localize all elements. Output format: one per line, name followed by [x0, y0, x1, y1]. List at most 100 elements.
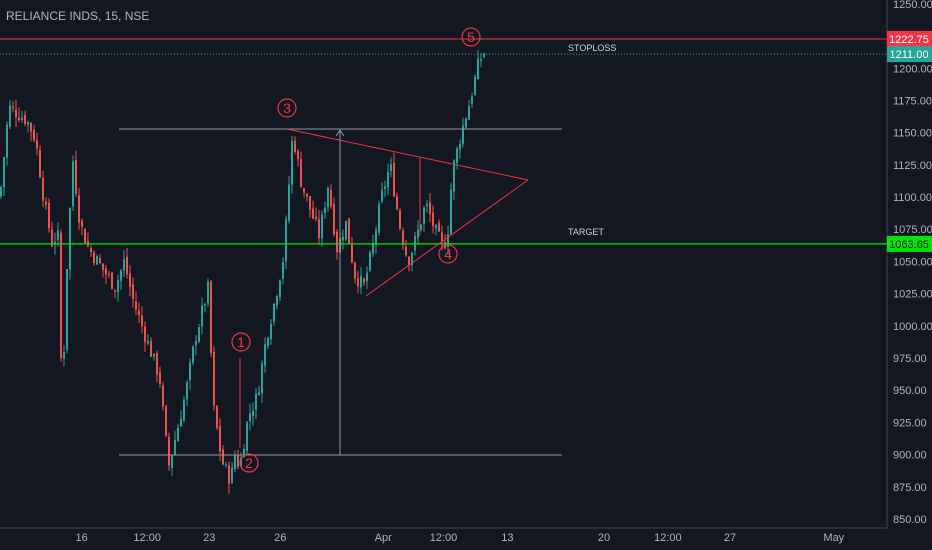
candle-body	[36, 140, 38, 149]
candle-body	[78, 195, 80, 223]
candle-body	[354, 262, 356, 279]
candle-body	[471, 96, 473, 104]
price-tick-label: 925.00	[893, 417, 927, 429]
price-scale[interactable]	[887, 0, 932, 528]
wave-2-label: 2	[245, 455, 253, 471]
candle-body	[303, 188, 305, 193]
candle-body	[390, 164, 392, 171]
triangle-drawing[interactable]	[239, 128, 529, 448]
price-tick-label: 1075.00	[893, 224, 932, 236]
candle-body	[174, 440, 176, 455]
candle-body	[300, 159, 302, 187]
triangle-upper-line[interactable]	[286, 128, 529, 181]
candle-body	[282, 262, 284, 279]
candle-body	[123, 259, 125, 271]
candle-body	[372, 243, 374, 254]
candle-body	[135, 301, 137, 310]
candle-body	[75, 160, 77, 194]
candle-body	[351, 243, 353, 263]
candle-body	[192, 346, 194, 363]
candle-body	[294, 140, 296, 152]
candle-body	[12, 107, 14, 108]
time-tick-label: 12:00	[654, 532, 682, 544]
candle-body	[258, 392, 260, 395]
candle-body	[426, 203, 428, 206]
candle-body	[243, 449, 245, 458]
candle-body	[177, 427, 179, 442]
candles	[0, 50, 485, 494]
price-tick-label: 975.00	[893, 353, 927, 365]
candle-body	[165, 405, 167, 436]
target-price-tag	[887, 235, 932, 252]
candle-body	[183, 399, 185, 420]
time-tick-label: 23	[203, 532, 215, 544]
candle-body	[240, 457, 242, 467]
candle-body	[93, 252, 95, 263]
candle-body	[138, 310, 140, 315]
candle-body	[252, 411, 254, 416]
candle-body	[156, 353, 158, 375]
candle-body	[15, 109, 17, 117]
candle-body	[375, 230, 377, 245]
candle-body	[231, 467, 233, 484]
candle-body	[99, 258, 101, 263]
candle-body	[180, 418, 182, 427]
candle-body	[3, 157, 5, 187]
candle-body	[429, 202, 431, 215]
candle-body	[255, 393, 257, 410]
candle-body	[306, 193, 308, 197]
candle-body	[477, 58, 479, 79]
candle-body	[27, 122, 29, 125]
candle-body	[201, 305, 203, 327]
price-tick-label: 1125.00	[893, 160, 932, 172]
candle-body	[447, 234, 449, 247]
candle-body	[42, 178, 44, 201]
time-tick-label: 12:00	[430, 532, 458, 544]
time-scale-ticks: 16 12:00 23 26 Apr 12:00 13 20 12:00 27 May	[75, 532, 844, 544]
candle-body	[225, 464, 227, 466]
candle-body	[438, 222, 440, 232]
range-drawings[interactable]	[119, 128, 562, 456]
target-price-text: 1063.65	[889, 239, 929, 251]
candle-body	[483, 53, 485, 57]
wave-1-label: 1	[237, 334, 245, 350]
wave-5-circle	[461, 27, 481, 47]
candle-body	[48, 203, 50, 229]
candle-body	[279, 280, 281, 298]
candle-body	[0, 187, 2, 197]
candle-body	[39, 149, 41, 178]
price-tick-label: 1000.00	[893, 321, 932, 333]
candle-body	[357, 278, 359, 287]
triangle-lower-line[interactable]	[365, 179, 529, 297]
wave-2-circle	[239, 453, 259, 473]
candle-body	[285, 219, 287, 262]
time-tick-label: 26	[274, 532, 286, 544]
candle-body	[21, 117, 23, 120]
elliott-wave-labels: 1 2 3 4 5	[231, 27, 481, 473]
candle-body	[441, 232, 443, 241]
candle-body	[291, 140, 293, 185]
candle-body	[432, 212, 434, 227]
time-tick-label: 13	[501, 532, 513, 544]
candle-body	[381, 189, 383, 202]
price-tick-label: 1250.00	[893, 0, 932, 11]
candle-body	[105, 268, 107, 275]
candle-body	[366, 272, 368, 282]
candle-body	[378, 204, 380, 233]
candle-body	[159, 372, 161, 384]
price-tick-label: 1025.00	[893, 289, 932, 301]
candle-body	[267, 337, 269, 346]
candle-body	[387, 172, 389, 188]
candle-body	[318, 219, 320, 238]
candle-body	[60, 232, 62, 358]
candle-body	[396, 196, 398, 210]
candle-body	[222, 449, 224, 465]
time-scale[interactable]	[0, 528, 887, 550]
candle-body	[126, 257, 128, 275]
wave-3-circle	[277, 98, 297, 118]
stoploss-price-text: 1222.75	[889, 34, 929, 46]
candle-body	[270, 324, 272, 340]
time-tick-label: 20	[598, 532, 610, 544]
candle-body	[150, 340, 152, 357]
